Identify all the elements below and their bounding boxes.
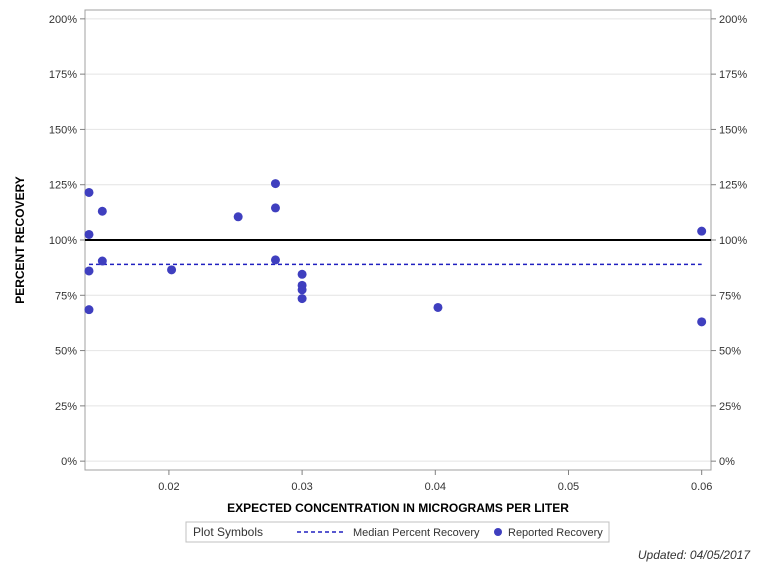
data-point — [270, 255, 280, 265]
data-point — [297, 285, 307, 295]
y-tick-label-left: 50% — [55, 346, 77, 358]
x-tick-label: 0.03 — [291, 481, 312, 493]
y-tick-label-right: 150% — [719, 124, 747, 136]
x-tick-label: 0.04 — [425, 481, 446, 493]
y-tick-label-right: 0% — [719, 456, 735, 468]
y-tick-label-left: 0% — [61, 456, 77, 468]
legend-recovery-swatch — [494, 528, 502, 536]
data-point — [697, 226, 707, 236]
y-tick-label-right: 50% — [719, 346, 741, 358]
y-tick-label-right: 75% — [719, 290, 741, 302]
legend-box — [185, 521, 610, 543]
y-tick-label-right: 25% — [719, 401, 741, 413]
axis-ticks: 0% 0% 25% 25% 50% 50% 75% 75% 100% 100% 125% 125% 15… — [49, 14, 747, 493]
data-point — [97, 256, 107, 266]
data-point — [84, 187, 94, 197]
legend: Plot Symbols Median Percent Recovery Rep… — [185, 521, 610, 543]
data-point — [297, 294, 307, 304]
data-points — [84, 179, 707, 327]
x-tick-label: 0.05 — [558, 481, 579, 493]
updated-date: Updated: 04/05/2017 — [637, 548, 750, 562]
x-tick-label: 0.06 — [691, 481, 712, 493]
data-point — [84, 266, 94, 276]
legend-median-label: Median Percent Recovery — [353, 527, 480, 539]
x-axis-title: EXPECTED CONCENTRATION IN MICROGRAMS PER… — [227, 501, 569, 515]
data-point — [97, 206, 107, 216]
data-point — [84, 229, 94, 239]
data-point — [433, 302, 443, 312]
y-tick-label-left: 200% — [49, 14, 77, 26]
y-tick-label-left: 100% — [49, 235, 77, 247]
x-tick-label: 0.02 — [158, 481, 179, 493]
y-tick-label-right: 100% — [719, 235, 747, 247]
y-tick-label-left: 175% — [49, 69, 77, 81]
data-point — [233, 212, 243, 222]
data-point — [84, 305, 94, 315]
data-point — [297, 269, 307, 279]
data-point — [697, 317, 707, 327]
y-tick-label-right: 200% — [719, 14, 747, 26]
data-point — [167, 265, 177, 275]
data-point — [270, 203, 280, 213]
data-point — [270, 179, 280, 189]
y-tick-label-right: 175% — [719, 69, 747, 81]
y-tick-label-left: 150% — [49, 124, 77, 136]
legend-title: Plot Symbols — [193, 525, 263, 539]
y-tick-label-left: 75% — [55, 290, 77, 302]
reference-lines — [85, 239, 711, 266]
legend-recovery-label: Reported Recovery — [508, 527, 603, 539]
y-tick-label-left: 25% — [55, 401, 77, 413]
y-tick-label-left: 125% — [49, 180, 77, 192]
y-axis-title: PERCENT RECOVERY — [13, 176, 27, 304]
y-tick-label-right: 125% — [719, 180, 747, 192]
